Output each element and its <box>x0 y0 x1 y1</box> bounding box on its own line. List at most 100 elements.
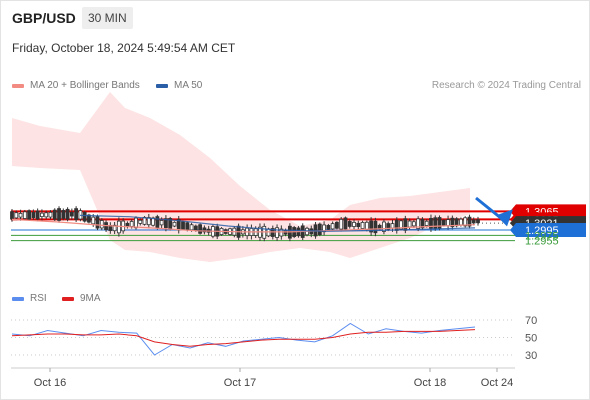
candle-body <box>202 227 207 233</box>
candle-body <box>454 218 459 227</box>
legend-ma20: MA 20 + Bollinger Bands <box>12 80 140 91</box>
candle-body <box>27 210 32 220</box>
candle-body <box>22 211 27 219</box>
candle-body <box>347 221 352 227</box>
candle-body <box>369 220 374 233</box>
forecast-arrow-head <box>496 209 513 227</box>
candle-body <box>420 218 425 229</box>
bollinger-band-area <box>12 92 470 262</box>
candle-body <box>35 210 40 220</box>
candle-body <box>458 218 463 226</box>
legend-9ma-label: 9MA <box>80 293 101 304</box>
ma20-line <box>11 218 476 233</box>
candle-body <box>394 219 399 231</box>
candle-body <box>57 208 61 221</box>
candle-body <box>360 222 365 229</box>
candle-body <box>65 208 70 220</box>
datetime-label: Friday, October 18, 2024 5:49:54 AM CET <box>12 41 236 55</box>
candle-body <box>463 217 468 227</box>
candle-body <box>390 223 395 229</box>
x-tick-label: Oct 18 <box>414 377 446 389</box>
level-label-bg <box>516 223 586 237</box>
candle-body <box>437 217 442 229</box>
candle-body <box>275 227 279 238</box>
candle-body <box>159 220 164 226</box>
candle-body <box>471 219 476 224</box>
candle-body <box>74 208 79 220</box>
legend-9ma: 9MA <box>62 293 101 304</box>
candle-body <box>403 218 408 231</box>
rsi-tick-label: 50 <box>525 333 537 345</box>
level-label-1-2975: 1.2975 <box>525 230 559 242</box>
candle-body <box>138 219 143 224</box>
credit-text: Research © 2024 Trading Central <box>431 80 581 91</box>
x-tick-label: Oct 24 <box>481 377 513 389</box>
candle-body <box>48 211 53 218</box>
candle-body <box>14 212 19 219</box>
candle-body <box>356 222 361 227</box>
level-label-text: 1.2975 <box>525 230 559 242</box>
candle-body <box>31 212 36 218</box>
level-label-1-2995: 1.2995 <box>510 223 586 237</box>
candle-body <box>198 224 203 234</box>
ma50-line <box>79 214 476 232</box>
candle-body <box>399 220 403 230</box>
candle-body <box>411 221 416 227</box>
level-label-text: 1.2995 <box>525 225 559 237</box>
candle-body <box>352 221 356 227</box>
candle-body <box>52 209 57 220</box>
candle-body <box>129 221 134 227</box>
candle-body <box>189 224 194 231</box>
candle-body <box>335 221 339 229</box>
candle-body <box>99 220 104 229</box>
ma50-swatch <box>156 83 168 88</box>
candle-body <box>450 217 455 228</box>
timeframe-badge[interactable]: 30 MIN <box>82 7 133 29</box>
legend-ma20-label: MA 20 + Bollinger Bands <box>30 80 140 91</box>
rsi-ma-line <box>11 329 476 347</box>
candle-body <box>279 228 284 237</box>
candle-body <box>373 220 378 234</box>
level-label-1-2955: 1.2955 <box>525 236 559 248</box>
candle-body <box>193 225 198 231</box>
candle-body <box>69 211 74 217</box>
candle-body <box>467 216 472 227</box>
candle-body <box>82 211 87 222</box>
candle-body <box>61 210 66 219</box>
candle-body <box>326 225 331 230</box>
rsi-tick-label: 70 <box>525 315 537 327</box>
ma9-swatch <box>62 296 74 301</box>
pair-title: GBP/USD <box>12 10 76 26</box>
legend-ma50-label: MA 50 <box>174 80 203 91</box>
candle-body <box>164 218 168 229</box>
candle-body <box>116 220 121 234</box>
candle-body <box>433 217 438 229</box>
candle-body <box>339 218 344 230</box>
candle-body <box>40 212 44 218</box>
candle-body <box>155 216 160 229</box>
candle-body <box>386 223 391 230</box>
candle-body <box>181 221 185 230</box>
candle-body <box>317 223 322 235</box>
candle-body <box>134 217 138 229</box>
level-label-pointer <box>510 223 516 237</box>
legend-rsi-label: RSI <box>30 293 47 304</box>
candle-body <box>330 223 335 230</box>
candle-body <box>416 218 421 229</box>
candle-body <box>407 220 412 228</box>
candle-body <box>476 219 480 224</box>
candle-body <box>185 222 190 231</box>
candle-body <box>270 228 275 237</box>
candle-body <box>424 220 429 226</box>
candle-body <box>446 219 450 227</box>
rsi-tick-label: 30 <box>525 350 537 362</box>
ma20-swatch <box>12 83 24 88</box>
candle-body <box>382 221 386 232</box>
rsi-swatch <box>12 296 24 301</box>
x-tick-label: Oct 17 <box>224 377 256 389</box>
candle-body <box>343 217 348 230</box>
candle-body <box>112 224 117 232</box>
candle-body <box>44 212 49 218</box>
rsi-line <box>11 322 476 356</box>
